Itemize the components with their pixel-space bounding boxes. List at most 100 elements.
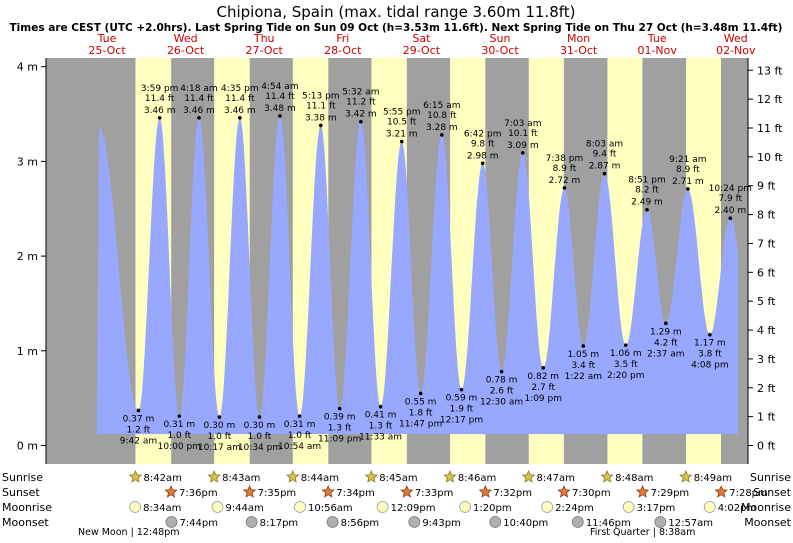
high-tide-metres: 2.98 m xyxy=(467,151,499,161)
right-tick-label: 8 ft xyxy=(757,209,776,222)
sunset-icon xyxy=(714,484,728,498)
low-tide-point xyxy=(418,391,423,396)
low-tide-feet: 3.5 ft xyxy=(614,360,638,370)
low-tide-time: 9:42 am xyxy=(120,436,157,446)
moonset-icon xyxy=(408,516,421,528)
day-weekday-label: Tue xyxy=(647,32,667,45)
high-tide-time: 5:13 pm xyxy=(302,91,340,101)
sunset-icon xyxy=(242,484,257,498)
low-tide-point xyxy=(337,406,342,411)
low-tide-point xyxy=(136,408,141,413)
day-date-label: 29-Oct xyxy=(403,44,441,57)
day-date-label: 25-Oct xyxy=(88,44,126,57)
low-tide-metres: 0.82 m xyxy=(527,372,559,382)
moonrise-time: 9:44am xyxy=(225,503,263,514)
left-tick-label: 4 m xyxy=(17,61,38,74)
right-tick-label: 12 ft xyxy=(757,93,783,106)
sunset-row-label-right: Sunset xyxy=(753,486,791,499)
day-date-label: 28-Oct xyxy=(324,44,362,57)
low-tide-time: 2:20 pm xyxy=(607,371,645,381)
sunrise-time: 8:44am xyxy=(301,473,339,484)
moonrise-icon xyxy=(129,501,141,513)
day-date-label: 27-Oct xyxy=(246,44,284,57)
moonrise-icon xyxy=(211,501,224,513)
low-tide-metres: 0.39 m xyxy=(324,413,356,423)
high-tide-feet: 11.4 ft xyxy=(145,94,175,104)
low-tide-time: 11:33 am xyxy=(359,433,402,443)
right-tick-label: 1 ft xyxy=(757,411,776,424)
right-tick-label: 4 ft xyxy=(757,324,776,337)
low-tide-metres: 0.31 m xyxy=(163,420,195,430)
low-tide-point xyxy=(257,415,262,419)
sunset-icon xyxy=(557,484,571,498)
moonrise-time: 2:24pm xyxy=(555,503,594,514)
high-tide-time: 7:38 pm xyxy=(546,154,584,164)
moonrise-icon xyxy=(294,501,306,513)
high-tide-time: 9:21 am xyxy=(669,155,706,165)
moonset-icon xyxy=(326,516,339,528)
low-tide-feet: 1.0 ft xyxy=(208,432,232,442)
low-tide-time: 10:54 am xyxy=(278,442,321,452)
sunrise-time: 8:47am xyxy=(536,473,574,484)
moonset-icon xyxy=(571,516,584,528)
high-tide-time: 4:54 am xyxy=(261,82,298,92)
high-tide-point xyxy=(480,161,485,166)
high-tide-feet: 8.9 ft xyxy=(553,164,577,174)
low-tide-point xyxy=(459,387,464,392)
low-tide-point xyxy=(378,404,383,409)
right-tick-label: 10 ft xyxy=(757,151,783,164)
high-tide-feet: 11.2 ft xyxy=(346,98,376,108)
high-tide-time: 4:18 am xyxy=(180,84,217,94)
sunset-icon xyxy=(321,484,335,498)
high-tide-feet: 9.4 ft xyxy=(593,150,617,160)
low-tide-time: 10:00 pm xyxy=(158,442,201,452)
low-tide-time: 2:37 am xyxy=(647,349,684,359)
day-weekday-label: Sun xyxy=(490,32,511,45)
moonset-icon xyxy=(165,516,178,528)
day-weekday-label: Sat xyxy=(412,32,431,45)
sunrise-row-label-left: Sunrise xyxy=(2,471,43,484)
high-tide-point xyxy=(359,119,363,124)
moonrise-icon xyxy=(622,501,635,513)
moonrise-row-label-left: Moonrise xyxy=(2,501,52,514)
low-tide-point xyxy=(581,344,586,348)
high-tide-feet: 10.5 ft xyxy=(387,118,417,128)
left-tick-label: 1 m xyxy=(17,345,38,358)
sunrise-icon xyxy=(521,469,536,483)
moonset-time: 10:40pm xyxy=(503,518,548,529)
sunrise-icon xyxy=(679,469,693,483)
sunset-time: 7:35pm xyxy=(258,488,297,499)
day-weekday-label: Tue xyxy=(97,32,117,45)
right-tick-label: 6 ft xyxy=(757,266,776,279)
sunrise-time: 8:46am xyxy=(458,473,496,484)
moonset-time: 7:44pm xyxy=(179,518,218,529)
low-tide-point xyxy=(499,369,504,374)
high-tide-metres: 2.87 m xyxy=(589,162,621,172)
moonset-time: 9:43pm xyxy=(422,518,461,529)
low-tide-feet: 1.3 ft xyxy=(369,422,393,432)
low-tide-point xyxy=(623,343,628,347)
sunset-time: 7:34pm xyxy=(336,488,375,499)
day-date-label: 02-Nov xyxy=(716,44,756,57)
high-tide-metres: 3.09 m xyxy=(507,141,539,151)
low-tide-feet: 1.9 ft xyxy=(450,405,474,415)
left-tick-label: 0 m xyxy=(17,440,38,453)
moonrise-row-label-right: Moonrise xyxy=(741,501,791,514)
sunrise-icon xyxy=(207,469,221,483)
sunrise-time: 8:48am xyxy=(615,473,653,484)
high-tide-point xyxy=(686,187,690,191)
sunset-icon xyxy=(400,484,414,498)
low-tide-feet: 4.2 ft xyxy=(654,338,678,348)
low-tide-time: 12:17 pm xyxy=(440,416,483,426)
low-tide-time: 10:17 am xyxy=(198,443,241,453)
moonset-icon xyxy=(654,516,667,528)
left-tick-label: 3 m xyxy=(17,155,38,168)
right-tick-label: 11 ft xyxy=(757,122,783,135)
low-tide-metres: 0.30 m xyxy=(244,421,276,431)
moonset-time: 11:46pm xyxy=(586,518,631,529)
low-tide-point xyxy=(541,366,546,370)
high-tide-point xyxy=(728,216,733,221)
moonrise-time: 12:09pm xyxy=(391,503,436,514)
moon-phase-first-quarter: First Quarter | 8:38am xyxy=(590,527,695,538)
high-tide-metres: 2.49 m xyxy=(631,198,663,208)
